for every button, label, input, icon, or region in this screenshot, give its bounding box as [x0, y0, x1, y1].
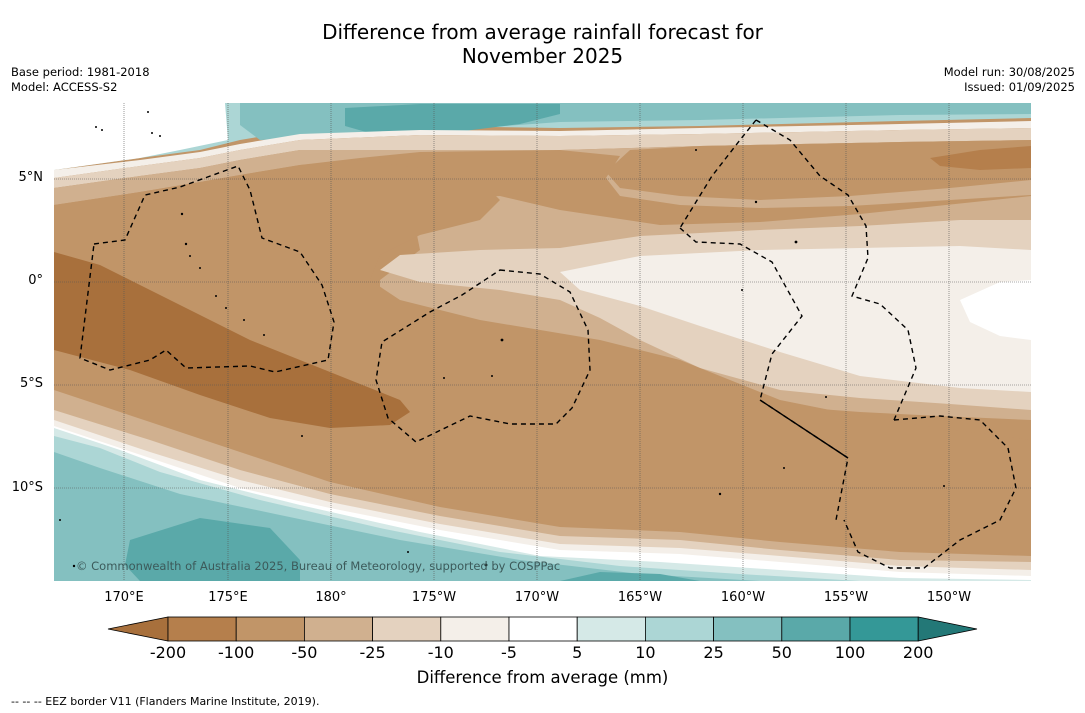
colorbar-swatch — [235, 616, 305, 642]
colorbar-tick-label: 5 — [572, 643, 583, 662]
north-band-10 — [54, 128, 1031, 188]
colorbar-tick-label: -50 — [291, 643, 318, 662]
title-line-2: November 2025 — [461, 44, 624, 68]
lon-label-150w: 150°W — [926, 590, 972, 605]
colorbar-extend-low — [107, 616, 169, 642]
lon-label-165w: 165°W — [617, 590, 663, 605]
north-band-wet-core — [345, 104, 560, 136]
lon-label-175w: 175°W — [411, 590, 457, 605]
issued-date: Issued: 01/09/2025 — [964, 79, 1075, 94]
graticule — [54, 103, 1031, 581]
west-core-100 — [54, 252, 410, 428]
west-band-50 — [54, 160, 1031, 555]
colorbar-swatch — [576, 616, 646, 642]
colorbar-swatch — [167, 616, 237, 642]
north-core-100 — [930, 146, 1031, 170]
lon-label-175e: 175°E — [208, 590, 248, 605]
map-title: Difference from average rainfall forecas… — [0, 20, 1085, 68]
north-band-5 — [54, 121, 1031, 178]
meta-right: Model run: 30/08/2025 Issued: 01/09/2025 — [944, 65, 1075, 94]
lon-label-170e: 170°E — [104, 590, 144, 605]
colorbar-tick-label: 25 — [703, 643, 724, 662]
colorbar-swatch — [508, 616, 578, 642]
eez-line-islands-3 — [679, 119, 757, 229]
eez-south-east — [843, 415, 1017, 569]
model-run: Model run: 30/08/2025 — [943, 65, 1075, 79]
colorbar-swatch — [372, 616, 442, 642]
colorbar-tick-label: -10 — [427, 643, 454, 662]
equator-core-white — [960, 280, 1031, 340]
eez-tuvalu-kiribati-west — [79, 165, 335, 373]
colorbar-extend-high — [917, 616, 978, 642]
lat-label-10s: 10°S — [11, 480, 43, 495]
lat-label-5s: 5°S — [19, 376, 43, 391]
eez-legend-note: -- -- -- EEZ border V11 (Flanders Marine… — [11, 695, 320, 708]
colorbar — [107, 616, 978, 642]
eez-line-islands-2 — [679, 227, 849, 521]
lat-label-0: 0° — [28, 273, 43, 288]
lon-label-160w: 160°W — [720, 590, 766, 605]
eez-line-islands — [755, 119, 917, 421]
south-band-wet-100-b — [560, 572, 700, 581]
title-line-1: Difference from average rainfall forecas… — [322, 20, 763, 44]
north-band-50 — [606, 140, 1031, 200]
equator-core-white-2 — [770, 262, 1000, 338]
colorbar-tick-label: 100 — [834, 643, 866, 662]
colorbar-tick-label: -5 — [501, 643, 517, 662]
colorbar-tick-label: 50 — [771, 643, 792, 662]
eez-solid — [759, 399, 849, 459]
colorbar-swatch — [713, 616, 783, 642]
meta-left: Base period: 1981-2018 Model: ACCESS-S2 — [11, 65, 150, 94]
colorbar-tick-label: -25 — [359, 643, 386, 662]
eez-borders — [79, 119, 1017, 569]
north-band-white — [54, 103, 228, 170]
lon-label-155w: 155°W — [823, 590, 869, 605]
colorbar-swatch — [781, 616, 851, 642]
model-name: Model: ACCESS-S2 — [11, 79, 118, 94]
colorbar-tick-label: 200 — [902, 643, 934, 662]
colorbar-swatch — [303, 616, 373, 642]
colorbar-tick-label: -100 — [218, 643, 255, 662]
colorbar-tick-label: -200 — [149, 643, 187, 662]
lon-label-180: 180° — [315, 590, 347, 605]
map-contours — [54, 103, 1031, 581]
base-period: Base period: 1981-2018 — [11, 65, 150, 79]
islands — [59, 111, 945, 568]
colorbar-swatch — [849, 616, 919, 642]
eez-central — [375, 269, 591, 443]
colorbar-label: Difference from average (mm) — [416, 668, 669, 687]
lat-label-5n: 5°N — [18, 170, 44, 185]
copyright-notice: © Commonwealth of Australia 2025, Bureau… — [76, 559, 561, 573]
colorbar-swatch — [440, 616, 510, 642]
colorbar-swatch — [645, 616, 715, 642]
south-band-wet-100 — [125, 518, 300, 581]
lon-label-170w: 170°W — [514, 590, 560, 605]
colorbar-tick-label: 10 — [635, 643, 656, 662]
